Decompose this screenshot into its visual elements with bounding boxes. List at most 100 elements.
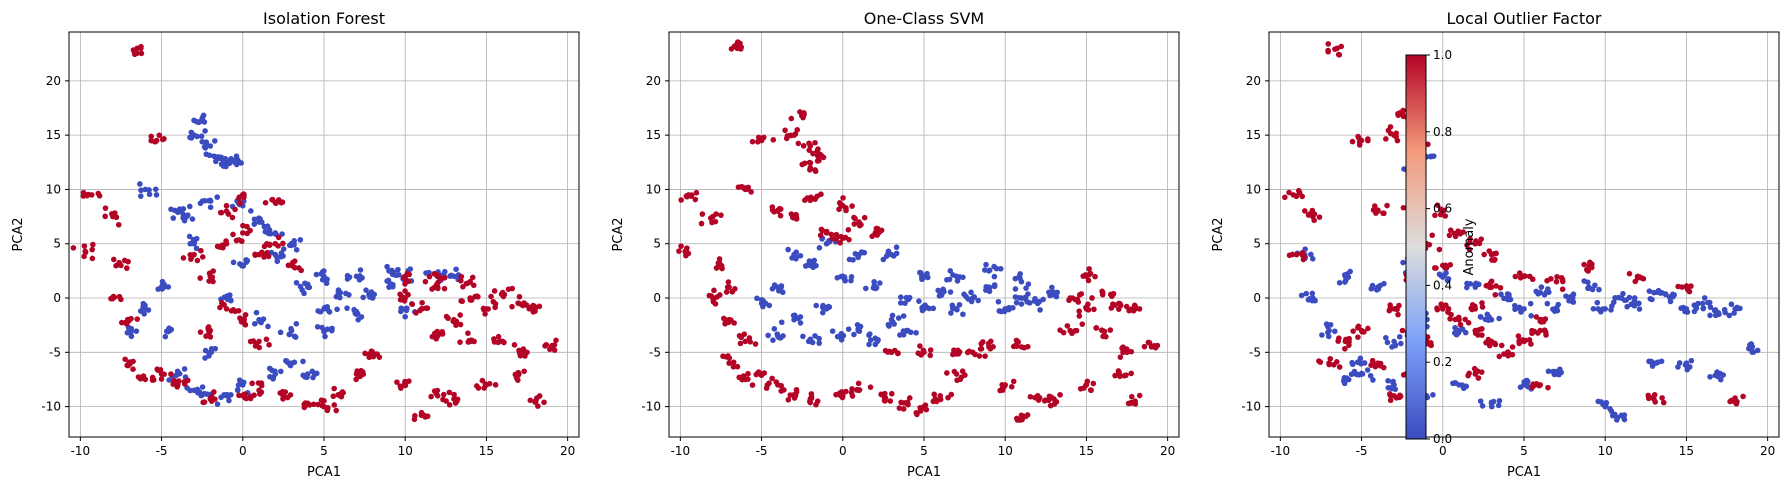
scatter-point (851, 221, 858, 227)
scatter-point (353, 308, 360, 315)
scatter-point (1559, 286, 1566, 293)
scatter-point (1528, 341, 1534, 347)
scatter-point (194, 133, 200, 140)
scatter-point (862, 285, 869, 292)
scatter-point (189, 253, 195, 260)
scatter-point (956, 301, 963, 308)
scatter-point (1383, 136, 1389, 142)
panel-one-class-svm: -10 -5 0 5 10 15 20 -10 -5 0 5 10 15 20 One-Class SVM… (611, 9, 1180, 480)
scatter-point (322, 333, 328, 340)
scatter-point (1022, 413, 1029, 420)
scatter-point (900, 313, 907, 319)
scatter-point (259, 249, 265, 256)
scatter-point (807, 166, 813, 173)
y-tick-label: -5 (49, 345, 61, 359)
scatter-point (997, 387, 1003, 394)
scatter-point (279, 199, 286, 205)
scatter-point (1368, 362, 1374, 369)
points-layer (1282, 41, 1761, 423)
scatter-point (1154, 342, 1161, 349)
scatter-point (1558, 369, 1565, 376)
scatter-point (457, 312, 464, 318)
scatter-point (716, 256, 723, 262)
scatter-point (208, 349, 215, 356)
x-tick-label: -10 (71, 444, 91, 458)
scatter-point (1707, 374, 1713, 380)
scatter-point (1008, 383, 1015, 390)
scatter-point (765, 332, 771, 339)
scatter-point (1589, 261, 1595, 267)
scatter-point (251, 392, 257, 398)
scatter-point (240, 191, 247, 197)
scatter-point (903, 294, 910, 301)
scatter-point (1040, 296, 1046, 303)
scatter-point (987, 345, 994, 352)
scatter-point (845, 326, 852, 332)
scatter-point (269, 196, 276, 203)
scatter-point (170, 215, 177, 221)
scatter-point (1516, 304, 1523, 311)
scatter-point (360, 294, 366, 301)
scatter-point (1473, 280, 1479, 287)
scatter-point (278, 253, 284, 260)
scatter-point (357, 267, 364, 273)
scatter-point (1527, 300, 1534, 307)
scatter-point (843, 205, 849, 211)
scatter-point (258, 380, 265, 386)
scatter-point (1336, 364, 1343, 370)
scatter-point (223, 202, 230, 209)
scatter-point (297, 283, 304, 290)
scatter-point (122, 319, 128, 326)
scatter-point (1022, 294, 1029, 301)
scatter-point (1541, 327, 1548, 333)
scatter-point (766, 380, 772, 386)
scatter-point (291, 333, 298, 340)
scatter-point (409, 301, 416, 308)
x-tick-label: 0 (839, 444, 847, 458)
scatter-point (749, 382, 756, 388)
scatter-point (735, 184, 742, 190)
scatter-point (234, 157, 241, 163)
scatter-point (1491, 250, 1497, 257)
scatter-point (1048, 394, 1055, 401)
scatter-point (1369, 357, 1376, 364)
scatter-point (836, 206, 842, 213)
scatter-point (794, 127, 801, 133)
scatter-point (897, 294, 904, 301)
scatter-point (797, 252, 804, 259)
scatter-point (806, 147, 813, 153)
scatter-point (1341, 380, 1348, 387)
scatter-point (1349, 361, 1356, 368)
scatter-point (458, 298, 464, 304)
scatter-point (1496, 353, 1503, 360)
scatter-point (1493, 283, 1499, 289)
scatter-point (1429, 232, 1436, 239)
scatter-point (384, 263, 390, 270)
scatter-point (848, 274, 855, 280)
scatter-point (1722, 309, 1728, 316)
scatter-point (1688, 357, 1695, 364)
scatter-point (723, 289, 730, 295)
scatter-point (137, 193, 144, 199)
scatter-point (982, 353, 988, 359)
scatter-point (403, 307, 410, 314)
scatter-point (1316, 214, 1323, 220)
scatter-point (492, 382, 499, 388)
scatter-point (454, 398, 460, 405)
scatter-point (442, 268, 448, 275)
scatter-point (423, 305, 429, 311)
scatter-point (232, 206, 238, 213)
scatter-point (284, 394, 291, 401)
scatter-point (509, 285, 516, 292)
scatter-point (737, 40, 743, 47)
scatter-point (959, 368, 966, 374)
scatter-point (324, 407, 331, 414)
points-layer (676, 39, 1161, 423)
scatter-point (194, 386, 201, 393)
scatter-point (1136, 392, 1143, 399)
y-tick-label: 0 (53, 291, 61, 305)
scatter-point (778, 283, 785, 289)
scatter-point (1439, 303, 1446, 310)
scatter-point (288, 325, 294, 332)
scatter-point (488, 293, 494, 300)
